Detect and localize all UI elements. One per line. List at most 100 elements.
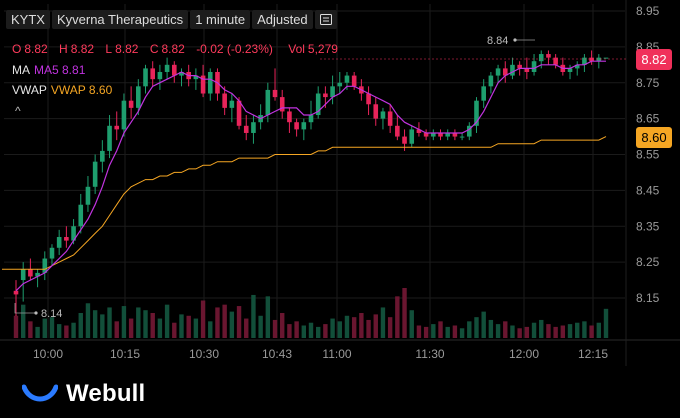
volume-bar (481, 311, 486, 338)
ohlc-readout: O 8.82 H 8.82 L 8.82 C 8.82 -0.02 (-0.23%) V… (12, 42, 341, 56)
volume-bar (351, 317, 357, 338)
volume-bar (71, 322, 76, 338)
high-label-text: H (59, 42, 68, 56)
vwap-value: VWAP 8.60 (50, 83, 113, 97)
candle-body (603, 57, 609, 59)
candle-body (452, 132, 458, 137)
volume-bar (200, 300, 206, 338)
candle-body (323, 93, 328, 98)
volume-bar (373, 314, 378, 338)
candle-body (243, 125, 249, 133)
volume-bar (136, 307, 141, 338)
company-chip[interactable]: Kyverna Therapeutics (51, 10, 189, 29)
volume-bar (596, 322, 602, 338)
volume-bar (114, 321, 119, 338)
volume-bar (251, 294, 256, 338)
x-tick-label: 12:00 (509, 347, 539, 361)
candle-body (251, 122, 256, 133)
volume-bar (423, 326, 429, 338)
candle-body (35, 272, 40, 277)
volume-bar (150, 313, 155, 338)
volume-bar (193, 318, 199, 338)
volume-bar (553, 326, 558, 338)
symbol-chip[interactable]: KYTX (6, 10, 50, 29)
volume-bar (121, 306, 127, 338)
volume-bar (546, 324, 551, 338)
volume-bar (13, 315, 19, 338)
candle-body (596, 57, 602, 62)
volume-bar (366, 319, 371, 338)
adjustment-chip[interactable]: Adjusted (252, 10, 313, 29)
candle-body (20, 269, 26, 281)
candle-body (502, 68, 508, 76)
candle-body (344, 75, 350, 83)
last-price-badge: 8.82 (636, 49, 672, 70)
volume-bar (179, 314, 184, 338)
volume-bar (236, 306, 242, 338)
volume-bar (208, 321, 213, 338)
candle-body (157, 71, 163, 80)
candle-body (495, 68, 501, 76)
volume-bar (92, 310, 98, 338)
volume-bar (524, 326, 530, 338)
y-tick-label: 8.15 (636, 291, 660, 305)
vwap-label: VWAP (12, 83, 47, 97)
volume-bar (531, 322, 537, 338)
open-label: O (12, 42, 22, 56)
volume-bar (575, 322, 580, 338)
candle-body (416, 129, 422, 133)
collapse-caret-icon[interactable]: ^ (15, 104, 21, 118)
volume-bar (344, 315, 350, 338)
ma-indicator[interactable]: MA MA5 8.81 (12, 63, 85, 77)
candle-body (574, 64, 580, 69)
candle-body (510, 64, 515, 76)
candle-body (366, 93, 371, 105)
volume-bar (172, 322, 177, 338)
vwap-indicator[interactable]: VWAP VWAP 8.60 (12, 83, 112, 97)
candle-body (136, 86, 141, 108)
candle-body (164, 64, 170, 72)
candle-body (567, 68, 573, 72)
volume-bar (222, 304, 227, 338)
volume-bar (380, 307, 386, 338)
candle-body (265, 89, 271, 116)
vwap-price-badge: 8.60 (636, 127, 672, 148)
volume-bar (438, 321, 443, 338)
candle-body (207, 71, 213, 94)
low-label-text: L (105, 42, 113, 56)
candle-body (474, 100, 479, 126)
x-axis: 10:00 10:15 10:30 10:43 11:00 11:30 12:00 12:15 (33, 347, 608, 361)
volume-bar (560, 325, 566, 338)
vwap-line (2, 136, 607, 270)
y-tick-label: 8.55 (636, 148, 660, 162)
candle-body (459, 136, 465, 138)
volume-bar (359, 313, 364, 338)
volume-bar (323, 324, 328, 338)
volume-bar (517, 328, 522, 338)
candle-body (373, 104, 379, 119)
volume-bar (603, 308, 609, 338)
candle-body (351, 75, 357, 87)
candle-body (294, 122, 299, 130)
open-value: 8.82 (24, 42, 48, 56)
volume-bar (582, 321, 587, 338)
x-tick-label: 10:15 (110, 347, 140, 361)
volume-bar (416, 325, 422, 338)
volume-bar (272, 319, 278, 338)
volume-bar (229, 311, 235, 338)
settings-icon[interactable] (314, 10, 337, 29)
candle-body (49, 247, 55, 259)
volume-bar (56, 324, 62, 338)
candle-body (387, 111, 393, 126)
volume-bar (510, 325, 515, 338)
volume-bar (42, 318, 47, 338)
candle-body (301, 122, 307, 130)
x-tick-label: 10:30 (189, 347, 219, 361)
y-tick-label: 8.35 (636, 219, 660, 233)
volume-bar (258, 315, 263, 338)
candle-body (409, 129, 415, 144)
webull-bull-icon (22, 384, 58, 402)
interval-chip[interactable]: 1 minute (190, 10, 251, 29)
candle-body (107, 125, 112, 151)
